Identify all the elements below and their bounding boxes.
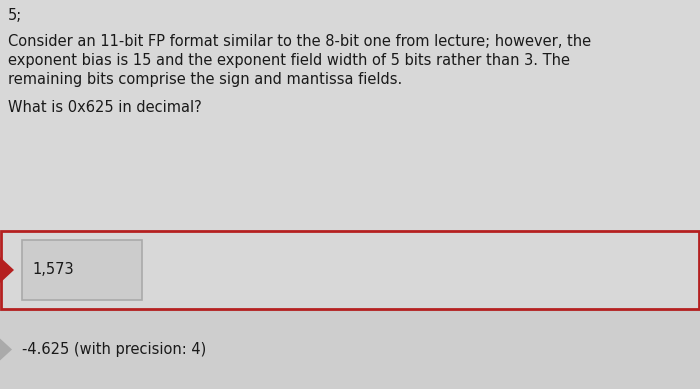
Polygon shape bbox=[0, 338, 12, 361]
Polygon shape bbox=[0, 257, 14, 283]
Bar bbox=[0, 230, 700, 310]
Text: -4.625 (with precision: 4): -4.625 (with precision: 4) bbox=[22, 342, 206, 357]
Text: 5;: 5; bbox=[8, 8, 22, 23]
Text: remaining bits comprise the sign and mantissa fields.: remaining bits comprise the sign and man… bbox=[8, 72, 402, 87]
Text: What is 0x625 in decimal?: What is 0x625 in decimal? bbox=[8, 100, 202, 115]
Bar bbox=[0, 310, 700, 389]
Bar bbox=[0, 0, 700, 230]
Text: exponent bias is 15 and the exponent field width of 5 bits rather than 3. The: exponent bias is 15 and the exponent fie… bbox=[8, 53, 570, 68]
Bar bbox=[22, 240, 142, 300]
Bar bbox=[1, 231, 699, 309]
Text: Consider an 11-bit FP format similar to the 8-bit one from lecture; however, the: Consider an 11-bit FP format similar to … bbox=[8, 34, 591, 49]
Text: 1,573: 1,573 bbox=[32, 263, 74, 277]
